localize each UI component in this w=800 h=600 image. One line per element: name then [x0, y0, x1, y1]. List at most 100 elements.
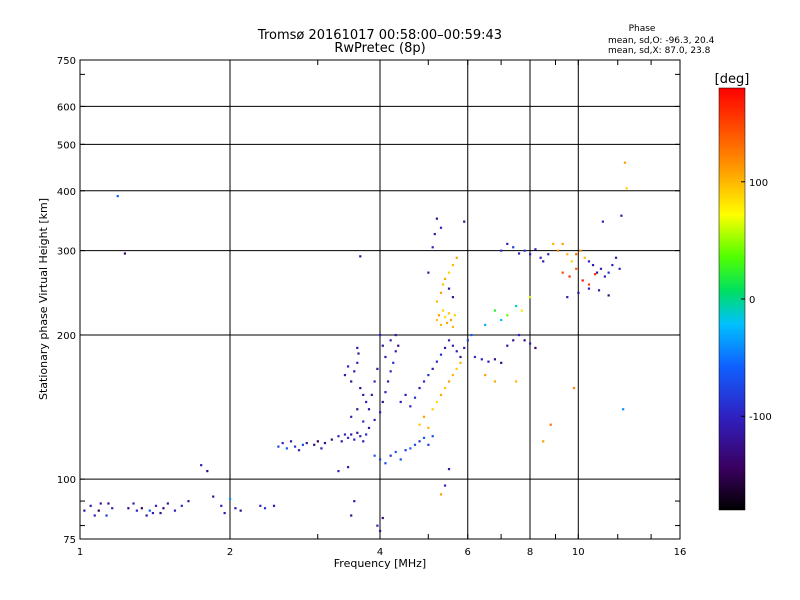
data-point [614, 256, 618, 259]
data-point [500, 249, 503, 252]
x-axis-label: Frequency [MHz] [334, 557, 426, 570]
data-point [447, 339, 451, 342]
data-point [340, 440, 343, 443]
data-point [373, 454, 376, 457]
data-point [379, 458, 382, 461]
x-tick-label: 10 [572, 547, 585, 558]
data-point [239, 509, 242, 512]
data-point [451, 373, 455, 377]
data-point [148, 509, 151, 512]
data-point [330, 438, 333, 441]
data-point [459, 361, 462, 364]
data-point [357, 352, 360, 355]
data-point [542, 440, 545, 443]
data-point [466, 339, 469, 342]
data-point [529, 296, 532, 299]
data-point [394, 333, 397, 337]
data-point [399, 400, 402, 404]
data-point [381, 400, 384, 404]
data-point [409, 405, 412, 408]
data-point [566, 296, 569, 299]
x-tick-label: 2 [227, 547, 233, 558]
data-point [447, 287, 451, 290]
data-point [379, 411, 382, 414]
data-point [418, 423, 421, 426]
data-point [323, 441, 327, 445]
data-point [566, 253, 569, 256]
data-point [439, 393, 443, 397]
data-point [433, 232, 436, 236]
data-point [386, 380, 390, 383]
data-point [107, 502, 110, 505]
y-tick-label: 100 [57, 475, 76, 486]
y-tick-label: 600 [57, 102, 76, 113]
data-point [622, 408, 625, 411]
data-point [389, 339, 392, 342]
data-point [359, 435, 362, 438]
data-point [473, 355, 477, 359]
data-point [579, 249, 582, 252]
data-point [572, 386, 576, 390]
data-point [389, 454, 392, 457]
data-point [367, 426, 371, 430]
data-point [353, 370, 356, 373]
data-point [162, 507, 165, 510]
data-point [127, 507, 130, 510]
x-tick-label: 8 [527, 547, 533, 558]
data-point [353, 438, 356, 441]
data-point [435, 318, 438, 322]
data-point [577, 291, 580, 294]
data-point [365, 433, 368, 436]
data-point [413, 443, 417, 446]
data-point [443, 277, 447, 280]
data-point [220, 504, 223, 507]
data-point [350, 514, 353, 517]
data-point [463, 220, 466, 223]
data-point [397, 344, 400, 347]
data-point [367, 408, 371, 411]
data-point [293, 445, 297, 448]
data-point [534, 346, 537, 350]
data-point [515, 380, 518, 383]
data-point [435, 300, 438, 303]
x-tick-label: 4 [377, 547, 383, 558]
x-tick-label: 16 [674, 547, 687, 558]
data-point [132, 502, 135, 505]
data-point [445, 321, 449, 325]
data-point [277, 445, 280, 448]
data-point [356, 431, 359, 434]
data-point [447, 380, 451, 383]
data-point [607, 271, 610, 274]
data-point [346, 365, 350, 368]
data-point [575, 253, 578, 256]
data-point [453, 314, 456, 317]
data-point [625, 187, 628, 190]
data-point [305, 441, 308, 445]
data-point [506, 314, 509, 317]
data-point [623, 161, 627, 164]
colorbar-tick-label: 0 [749, 295, 755, 306]
data-point [413, 396, 417, 399]
data-point [556, 249, 560, 252]
data-point [422, 380, 426, 383]
data-point [376, 524, 379, 527]
data-point [427, 271, 430, 274]
data-point [206, 469, 209, 473]
data-point [597, 289, 601, 292]
data-point [343, 433, 347, 436]
data-point [470, 333, 473, 337]
data-point [343, 373, 347, 377]
y-tick-label: 750 [57, 56, 76, 67]
y-tick-label: 75 [63, 535, 76, 546]
chart-title: Tromsø 20161017 00:58:00–00:59:43 [257, 28, 502, 43]
data-point [493, 380, 497, 383]
data-point [587, 260, 591, 263]
grid-lines [80, 60, 680, 539]
data-point [350, 415, 353, 418]
data-point [373, 380, 376, 383]
colorbar-tick-label: -100 [749, 412, 772, 423]
data-point [451, 296, 455, 299]
axis-ticks: 1 2 4 6 8 10 16 75 100 200 300 400 500 600 750 [57, 56, 686, 558]
data-point [135, 509, 138, 512]
data-point [427, 426, 430, 430]
